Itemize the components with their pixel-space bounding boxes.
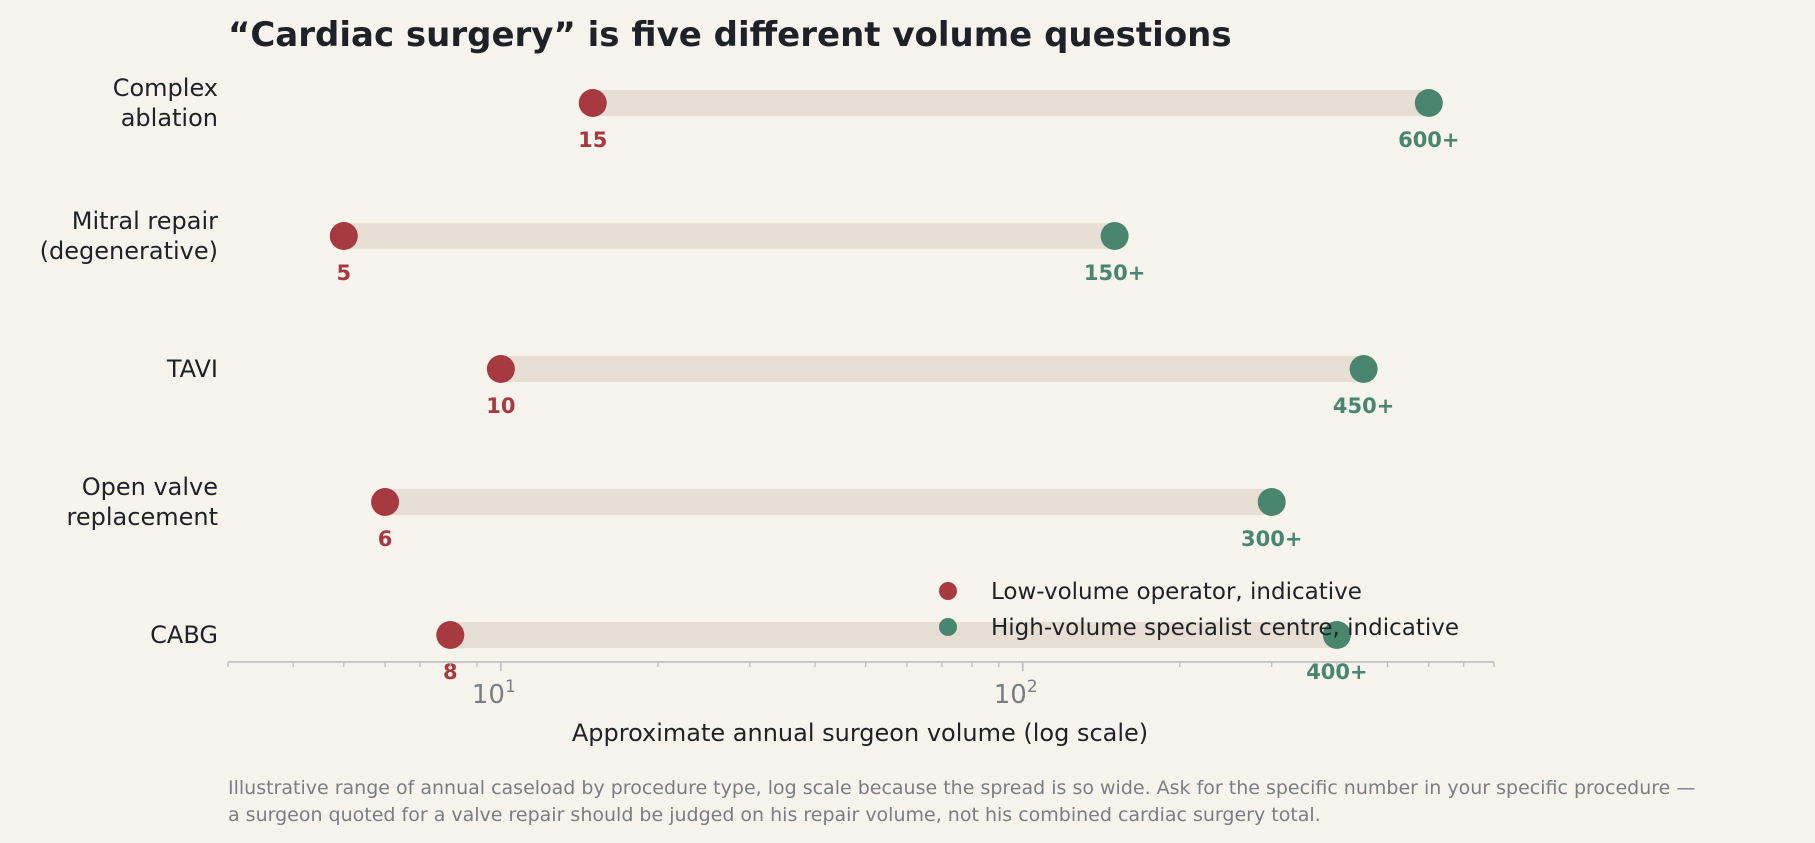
range-bar bbox=[592, 90, 1429, 116]
range-bar bbox=[343, 223, 1115, 249]
low-volume-point bbox=[486, 355, 515, 383]
high-volume-point bbox=[1414, 89, 1443, 117]
legend-marker-high bbox=[939, 618, 957, 636]
x-axis: 101 102 bbox=[227, 661, 1495, 710]
category-label: Complex bbox=[113, 74, 218, 102]
low-value-label: 8 bbox=[443, 660, 458, 684]
category-label: Open valve bbox=[82, 473, 218, 501]
category-label: Mitral repair bbox=[72, 207, 218, 235]
x-axis-title: Approximate annual surgeon volume (log s… bbox=[572, 719, 1148, 747]
category-label: ablation bbox=[121, 104, 218, 132]
low-volume-point bbox=[578, 89, 607, 117]
category-label: TAVI bbox=[166, 355, 218, 383]
high-value-label: 600+ bbox=[1398, 128, 1459, 152]
x-tick-label: 102 bbox=[994, 677, 1038, 710]
legend-marker-low bbox=[939, 582, 957, 600]
high-volume-point bbox=[1257, 488, 1286, 516]
dumbbell-row: TAVI 10 450+ bbox=[166, 355, 1394, 418]
chart-title: “Cardiac surgery” is five different volu… bbox=[228, 15, 1232, 55]
low-value-label: 15 bbox=[578, 128, 607, 152]
high-volume-point bbox=[1100, 222, 1129, 250]
category-label: (degenerative) bbox=[40, 237, 218, 265]
dumbbell-row: Mitral repair(degenerative) 5 150+ bbox=[40, 207, 1146, 285]
category-label: replacement bbox=[67, 503, 218, 531]
low-volume-point bbox=[436, 621, 465, 649]
high-volume-point bbox=[1322, 621, 1351, 649]
legend-label-high: High-volume specialist centre, indicativ… bbox=[991, 615, 1459, 641]
footnote-line-2: a surgeon quoted for a valve repair shou… bbox=[228, 804, 1321, 826]
range-bar bbox=[500, 356, 1364, 382]
category-label: CABG bbox=[150, 621, 218, 649]
range-bar bbox=[450, 622, 1337, 648]
high-value-label: 300+ bbox=[1241, 527, 1302, 551]
high-value-label: 150+ bbox=[1084, 261, 1145, 285]
low-value-label: 6 bbox=[378, 527, 393, 551]
low-value-label: 10 bbox=[486, 394, 515, 418]
footnote-line-1: Illustrative range of annual caseload by… bbox=[228, 777, 1695, 799]
low-value-label: 5 bbox=[336, 261, 351, 285]
legend: Low-volume operator, indicative High-volu… bbox=[939, 579, 1459, 641]
low-volume-point bbox=[329, 222, 358, 250]
high-value-label: 450+ bbox=[1333, 394, 1394, 418]
high-volume-point bbox=[1349, 355, 1378, 383]
range-bar bbox=[385, 489, 1272, 515]
low-volume-point bbox=[371, 488, 400, 516]
legend-label-low: Low-volume operator, indicative bbox=[991, 579, 1362, 605]
x-tick-label: 101 bbox=[472, 677, 516, 710]
